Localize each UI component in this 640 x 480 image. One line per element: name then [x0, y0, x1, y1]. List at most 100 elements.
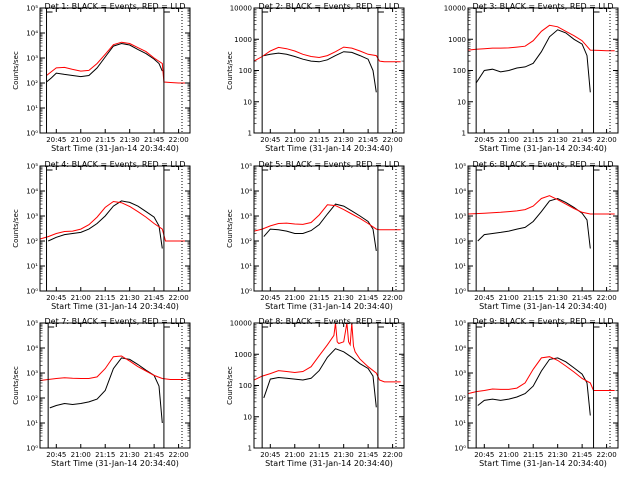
- x-tick-label: 21:30: [120, 451, 140, 459]
- x-tick-label: 21:45: [144, 294, 164, 302]
- y-tick-label: 10³: [26, 213, 38, 221]
- x-axis-label: Start Time (31-Jan-14 20:34:40): [479, 302, 607, 311]
- y-tick-label: 10⁴: [26, 30, 38, 38]
- x-tick-label: 21:15: [309, 294, 329, 302]
- series-lld-line: [253, 46, 401, 63]
- y-tick-label: 10³: [454, 370, 466, 378]
- chart-title: Det 9: BLACK = Events, RED = LLD: [473, 317, 614, 326]
- y-axis-label: Counts/sec: [226, 366, 234, 405]
- plot-frame: [39, 7, 191, 134]
- y-tick-label: 10⁴: [240, 188, 252, 196]
- plot-frame: [467, 322, 619, 449]
- chart-title: Det 2: BLACK = Events, RED = LLD: [259, 2, 400, 11]
- x-tick-label: 21:00: [285, 451, 305, 459]
- series-lld-line: [253, 322, 401, 383]
- y-tick-label: 10¹: [26, 263, 38, 271]
- x-tick-label: 21:45: [358, 294, 378, 302]
- x-tick-label: 21:30: [548, 294, 568, 302]
- y-tick-label: 1000: [234, 36, 252, 44]
- x-tick-label: 20:45: [260, 136, 280, 144]
- x-tick-label: 21:15: [523, 294, 543, 302]
- x-tick-label: 21:30: [334, 451, 354, 459]
- y-tick-label: 10³: [26, 55, 38, 63]
- x-tick-label: 21:15: [95, 136, 115, 144]
- x-tick-label: 21:30: [548, 136, 568, 144]
- x-tick-label: 20:45: [46, 136, 66, 144]
- y-tick-label: 10⁵: [454, 320, 466, 328]
- x-axis-label: Start Time (31-Jan-14 20:34:40): [51, 144, 179, 153]
- chart-panel-4: 10⁰ 10¹ 10² 10³ 10⁴ 10⁵ 20:45 21:00 21:15 21:30 21…: [12, 160, 191, 311]
- x-tick-label: 21:00: [285, 294, 305, 302]
- chart-panel-7: 10⁰ 10¹ 10² 10³ 10⁴ 10⁵ 20:45 21:00 21:15 21:30 21…: [12, 317, 191, 468]
- y-tick-label: 10⁴: [26, 345, 38, 353]
- chart-panel-9: 10⁰ 10¹ 10² 10³ 10⁴ 10⁵ 20:45 21:00 21:15 21:30 21…: [454, 317, 619, 468]
- y-tick-label: 10¹: [240, 263, 252, 271]
- plot-frame: [467, 7, 619, 134]
- y-tick-label: 10⁰: [26, 445, 38, 453]
- y-axis-label: Counts/sec: [226, 51, 234, 90]
- y-tick-label: 10⁰: [454, 288, 466, 296]
- y-tick-label: 10²: [454, 395, 466, 403]
- x-tick-label: 22:00: [596, 451, 616, 459]
- y-tick-label: 10⁰: [240, 288, 252, 296]
- y-tick-label: 1: [248, 130, 252, 138]
- x-axis-label: Start Time (31-Jan-14 20:34:40): [479, 459, 607, 468]
- x-tick-label: 21:45: [358, 451, 378, 459]
- y-tick-label: 10⁴: [454, 188, 466, 196]
- plot-frame: [467, 165, 619, 292]
- y-axis-label: Counts/sec: [226, 209, 234, 248]
- y-tick-label: 1000: [234, 351, 252, 359]
- x-tick-label: 21:45: [572, 451, 592, 459]
- y-tick-label: 10000: [230, 320, 252, 328]
- x-tick-label: 21:00: [71, 136, 91, 144]
- chart-panel-3: 1 10 100 1000 10000 20:45 21:00 21:15 21:30 21:45…: [444, 2, 619, 153]
- plot-frame: [253, 165, 405, 292]
- y-tick-label: 10⁵: [454, 163, 466, 171]
- x-tick-label: 22:00: [382, 294, 402, 302]
- x-axis-label: Start Time (31-Jan-14 20:34:40): [51, 302, 179, 311]
- y-tick-label: 10: [243, 413, 252, 421]
- y-tick-label: 10000: [230, 5, 252, 13]
- chart-title: Det 5: BLACK = Events, RED = LLD: [259, 160, 400, 169]
- y-tick-label: 10: [457, 98, 466, 106]
- y-axis-label: Counts/sec: [12, 366, 20, 405]
- y-tick-label: 10⁰: [26, 130, 38, 138]
- x-tick-label: 21:15: [523, 136, 543, 144]
- x-tick-label: 22:00: [596, 294, 616, 302]
- plot-frame: [39, 322, 191, 449]
- series-events-line: [477, 197, 591, 249]
- y-tick-label: 1: [248, 445, 252, 453]
- x-tick-label: 22:00: [382, 451, 402, 459]
- x-tick-label: 21:45: [572, 294, 592, 302]
- y-tick-label: 10²: [26, 238, 38, 246]
- series-lld-line: [39, 355, 187, 381]
- x-tick-label: 22:00: [382, 136, 402, 144]
- x-tick-label: 21:00: [499, 294, 519, 302]
- plot-frame: [253, 7, 405, 134]
- chart-panel-8: 1 10 100 1000 10000 20:45 21:00 21:15 21:30 21:45…: [226, 317, 405, 468]
- y-tick-label: 10⁵: [26, 163, 38, 171]
- x-tick-label: 21:45: [572, 136, 592, 144]
- series-events-line: [475, 29, 591, 93]
- series-lld-line: [46, 41, 187, 84]
- x-tick-label: 20:45: [474, 136, 494, 144]
- y-tick-label: 10³: [26, 370, 38, 378]
- y-tick-label: 100: [239, 67, 252, 75]
- y-tick-label: 10²: [454, 238, 466, 246]
- x-tick-label: 21:00: [71, 451, 91, 459]
- x-tick-label: 22:00: [168, 136, 188, 144]
- x-tick-label: 20:45: [474, 451, 494, 459]
- series-events-line: [263, 348, 377, 408]
- chart-title: Det 3: BLACK = Events, RED = LLD: [473, 2, 614, 11]
- y-tick-label: 10²: [26, 80, 38, 88]
- x-tick-label: 21:00: [285, 136, 305, 144]
- x-axis-label: Start Time (31-Jan-14 20:34:40): [479, 144, 607, 153]
- y-tick-label: 10000: [444, 5, 466, 13]
- series-lld-line: [39, 200, 187, 242]
- chart-title: Det 7: BLACK = Events, RED = LLD: [45, 317, 186, 326]
- x-tick-label: 21:30: [334, 294, 354, 302]
- x-tick-label: 21:15: [95, 451, 115, 459]
- chart-panel-1: 10⁰ 10¹ 10² 10³ 10⁴ 10⁵ 20:45 21:00 21:15 21:30 21…: [12, 2, 191, 153]
- series-lld-line: [253, 204, 401, 232]
